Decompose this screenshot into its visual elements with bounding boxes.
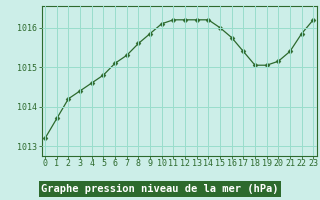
Text: Graphe pression niveau de la mer (hPa): Graphe pression niveau de la mer (hPa) bbox=[41, 184, 279, 194]
